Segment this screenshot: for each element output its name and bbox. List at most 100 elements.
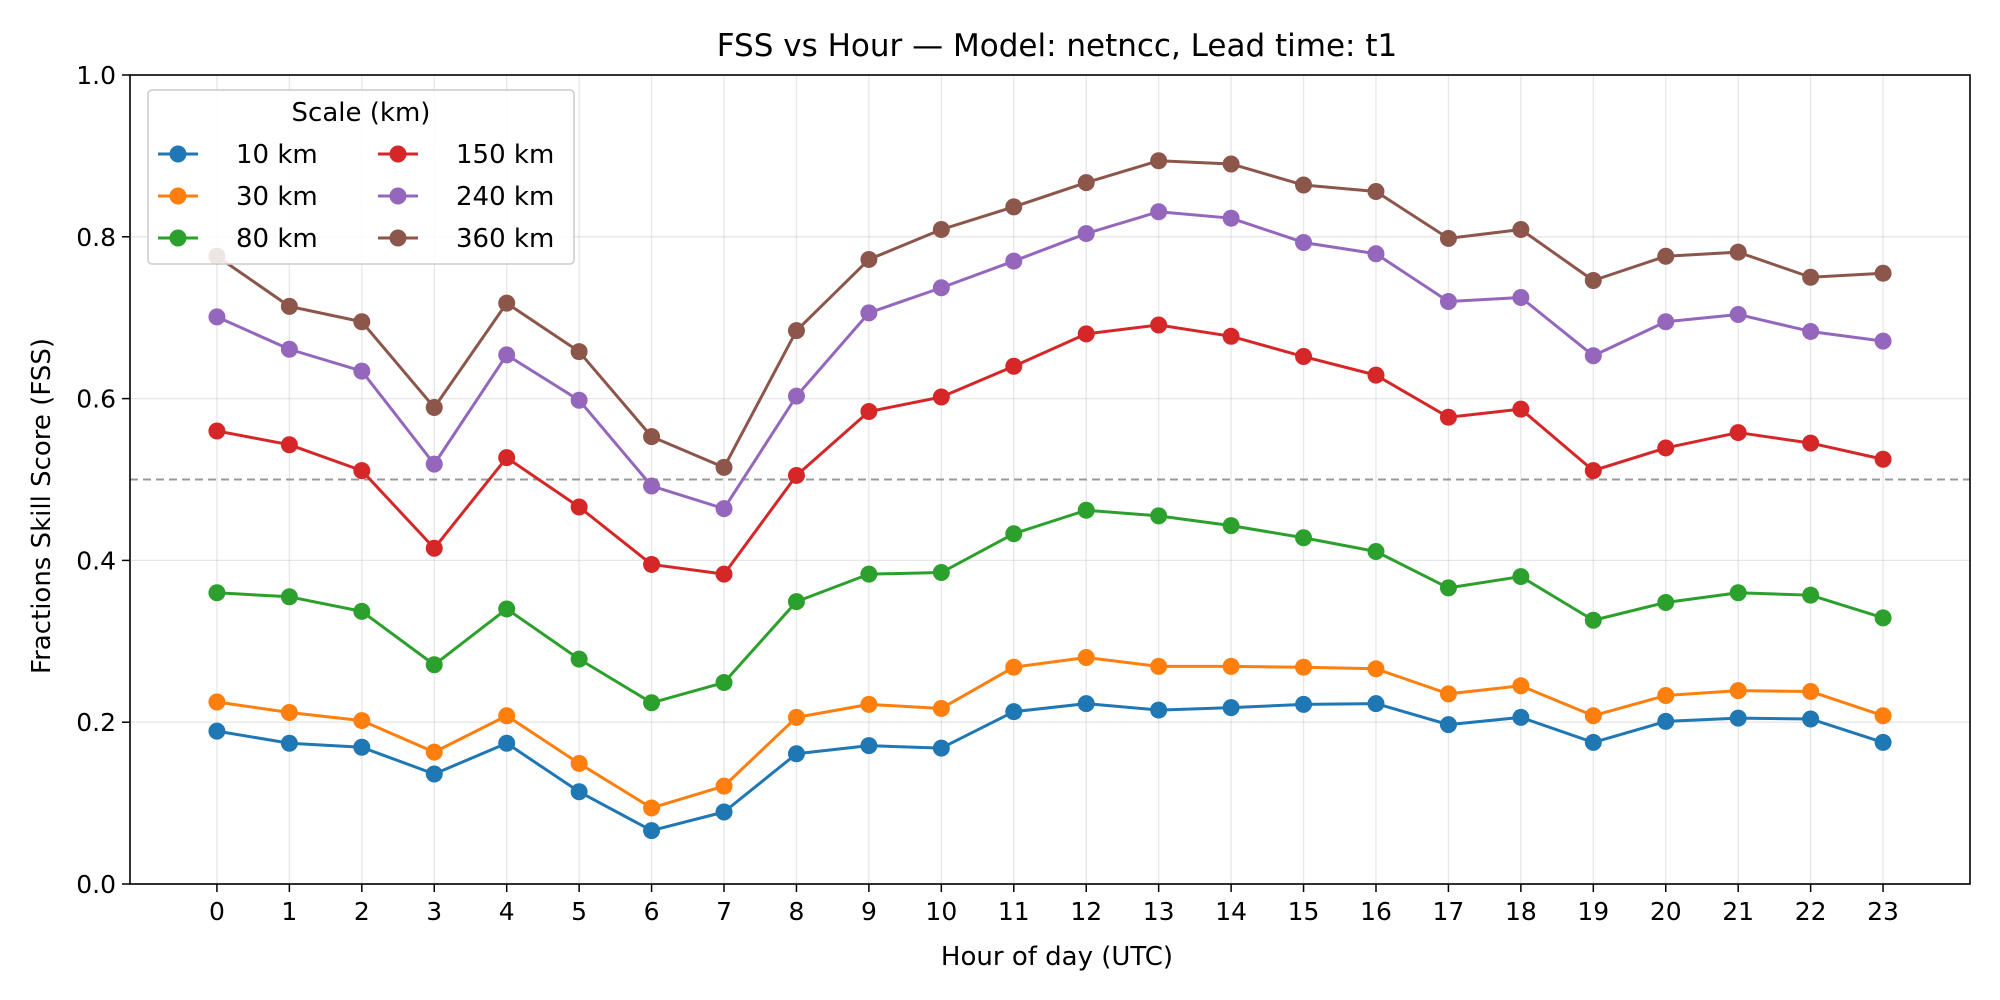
data-point xyxy=(1005,198,1023,216)
x-tick-label: 4 xyxy=(499,897,515,926)
series-line xyxy=(216,323,1884,576)
x-tick-label: 5 xyxy=(571,897,587,926)
data-point xyxy=(280,436,298,454)
data-point xyxy=(1512,568,1530,586)
data-point xyxy=(1222,517,1240,535)
data-point xyxy=(1222,699,1240,717)
data-point xyxy=(353,602,371,620)
x-tick-label: 16 xyxy=(1360,897,1392,926)
series-line xyxy=(216,508,1884,705)
data-point xyxy=(715,500,733,518)
data-point xyxy=(715,803,733,821)
x-tick-label: 15 xyxy=(1288,897,1320,926)
data-point xyxy=(570,343,588,361)
data-point xyxy=(1005,252,1023,270)
data-point xyxy=(1874,609,1892,627)
data-point xyxy=(860,737,878,755)
series-360-km xyxy=(208,152,1892,476)
data-point xyxy=(787,708,805,726)
series-150-km xyxy=(208,316,1892,583)
data-point xyxy=(1657,247,1675,265)
data-point xyxy=(1295,233,1313,251)
data-point xyxy=(860,250,878,268)
x-tick-label: 0 xyxy=(209,897,225,926)
data-point xyxy=(1802,710,1820,728)
legend-entry: 360 km xyxy=(378,224,554,254)
data-point xyxy=(1657,712,1675,730)
x-tick-label: 14 xyxy=(1215,897,1247,926)
data-point xyxy=(1584,271,1602,289)
x-tick-label: 7 xyxy=(716,897,732,926)
data-point xyxy=(1729,682,1747,700)
data-point xyxy=(1222,209,1240,227)
x-tick-label: 12 xyxy=(1070,897,1102,926)
legend-label: 360 km xyxy=(456,224,554,254)
data-point xyxy=(1077,695,1095,713)
legend-swatch-marker xyxy=(169,145,187,163)
x-tick-label: 9 xyxy=(861,897,877,926)
data-point xyxy=(280,297,298,315)
data-point xyxy=(208,584,226,602)
data-point xyxy=(787,322,805,340)
data-point xyxy=(1367,366,1385,384)
data-point xyxy=(353,362,371,380)
data-point xyxy=(1439,716,1457,734)
data-point xyxy=(353,738,371,756)
data-point xyxy=(498,600,516,618)
legend: Scale (km) 10 km 30 km 80 km 150 km 240 km 36… xyxy=(147,89,575,265)
data-point xyxy=(425,743,443,761)
data-point xyxy=(1729,305,1747,323)
data-point xyxy=(1657,439,1675,457)
series-80-km xyxy=(208,501,1892,712)
data-point xyxy=(1077,501,1095,519)
data-point xyxy=(498,346,516,364)
data-point xyxy=(1874,332,1892,350)
y-axis-ticks: 0.0 0.2 0.4 0.6 0.8 1.0 xyxy=(76,61,130,899)
data-point xyxy=(208,422,226,440)
data-point xyxy=(1439,408,1457,426)
data-point xyxy=(1802,586,1820,604)
x-axis-ticks: 0 1 2 3 4 5 6 7 8 9 10 11 12 13 14 15 16 17 18 19 20 21 22 23 xyxy=(209,884,1899,926)
x-tick-label: 23 xyxy=(1867,897,1899,926)
data-point xyxy=(1295,695,1313,713)
legend-entry: 30 km xyxy=(158,182,318,212)
series-10-km xyxy=(208,695,1892,840)
data-point xyxy=(1512,221,1530,239)
series-30-km xyxy=(208,648,1892,817)
x-tick-label: 21 xyxy=(1722,897,1754,926)
x-tick-label: 20 xyxy=(1650,897,1682,926)
data-point xyxy=(1367,543,1385,561)
data-point xyxy=(1222,155,1240,173)
data-point xyxy=(1584,707,1602,725)
data-point xyxy=(1077,648,1095,666)
data-point xyxy=(1439,293,1457,311)
data-point xyxy=(643,555,661,573)
y-axis-label: Fractions Skill Score (FSS) xyxy=(27,338,57,674)
data-point xyxy=(208,722,226,740)
legend-entry: 80 km xyxy=(158,224,318,254)
legend-swatch-marker xyxy=(169,229,187,247)
data-point xyxy=(1367,660,1385,678)
data-point xyxy=(715,458,733,476)
data-point xyxy=(1729,424,1747,442)
data-point xyxy=(280,734,298,752)
data-point xyxy=(1367,695,1385,713)
data-point xyxy=(425,455,443,473)
y-tick-label: 1.0 xyxy=(76,61,116,90)
data-point xyxy=(353,313,371,331)
data-point xyxy=(1077,325,1095,343)
data-point xyxy=(1295,658,1313,676)
data-point xyxy=(715,777,733,795)
legend-label: 240 km xyxy=(456,182,554,212)
data-point xyxy=(787,593,805,611)
data-point xyxy=(643,822,661,840)
data-point xyxy=(208,693,226,711)
data-point xyxy=(1077,174,1095,192)
data-point xyxy=(643,799,661,817)
data-point xyxy=(1150,701,1168,719)
data-point xyxy=(1729,584,1747,602)
series-line xyxy=(216,210,1884,511)
x-tick-label: 11 xyxy=(998,897,1030,926)
data-point xyxy=(860,695,878,713)
data-point xyxy=(1295,529,1313,547)
